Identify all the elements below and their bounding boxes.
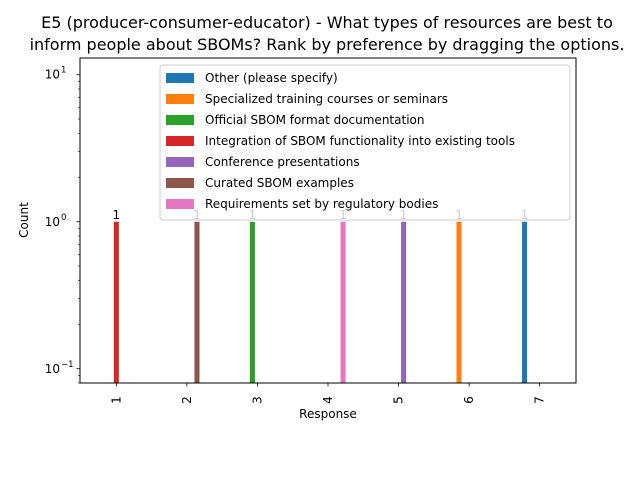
legend: Other (please specify) Specialized traini… xyxy=(159,64,571,221)
y-tick-label-exponent: −1 xyxy=(61,360,74,370)
legend-box xyxy=(159,64,571,221)
bar xyxy=(456,221,462,383)
y-tick-label: 10 xyxy=(45,362,60,376)
x-tick-label: 3 xyxy=(250,396,264,404)
legend-entry: Curated SBOM examples xyxy=(205,176,354,190)
legend-entry: Specialized training courses or seminars xyxy=(205,92,448,106)
bar xyxy=(522,221,528,383)
legend-swatch xyxy=(166,94,194,104)
x-tick-label: 4 xyxy=(321,396,335,404)
x-tick-label: 5 xyxy=(392,396,406,404)
x-axis: 1 2 3 4 5 6 7 xyxy=(109,383,547,404)
legend-swatch xyxy=(166,157,194,167)
x-axis-label: Response xyxy=(299,407,357,421)
legend-swatch xyxy=(166,136,194,146)
bar xyxy=(340,221,346,383)
chart-title-line1: E5 (producer-consumer-educator) - What t… xyxy=(41,13,613,32)
legend-swatch xyxy=(166,199,194,209)
y-tick-label: 10 xyxy=(45,68,60,82)
legend-entry: Other (please specify) xyxy=(205,71,338,85)
bar xyxy=(401,221,407,383)
bar xyxy=(249,221,255,383)
legend-entry: Official SBOM format documentation xyxy=(205,113,424,127)
y-tick-label: 10 xyxy=(45,215,60,229)
legend-entry: Integration of SBOM functionality into e… xyxy=(205,134,515,148)
y-axis-label: Count xyxy=(17,202,31,238)
bar xyxy=(194,221,200,383)
bars-group xyxy=(113,221,528,383)
data-label: 1 xyxy=(113,208,121,222)
x-tick-label: 1 xyxy=(109,396,123,404)
x-tick-label: 2 xyxy=(180,396,194,404)
x-tick-label: 7 xyxy=(533,396,547,404)
legend-swatch xyxy=(166,73,194,83)
legend-swatch xyxy=(166,178,194,188)
y-tick-label-exponent: 1 xyxy=(61,66,66,76)
legend-entry: Requirements set by regulatory bodies xyxy=(205,197,438,211)
legend-entry: Conference presentations xyxy=(205,155,360,169)
chart-title-line2: inform people about SBOMs? Rank by prefe… xyxy=(30,35,625,54)
bar xyxy=(113,221,119,383)
y-tick-label-exponent: 0 xyxy=(61,213,66,223)
legend-swatch xyxy=(166,115,194,125)
x-tick-label: 6 xyxy=(462,396,476,404)
